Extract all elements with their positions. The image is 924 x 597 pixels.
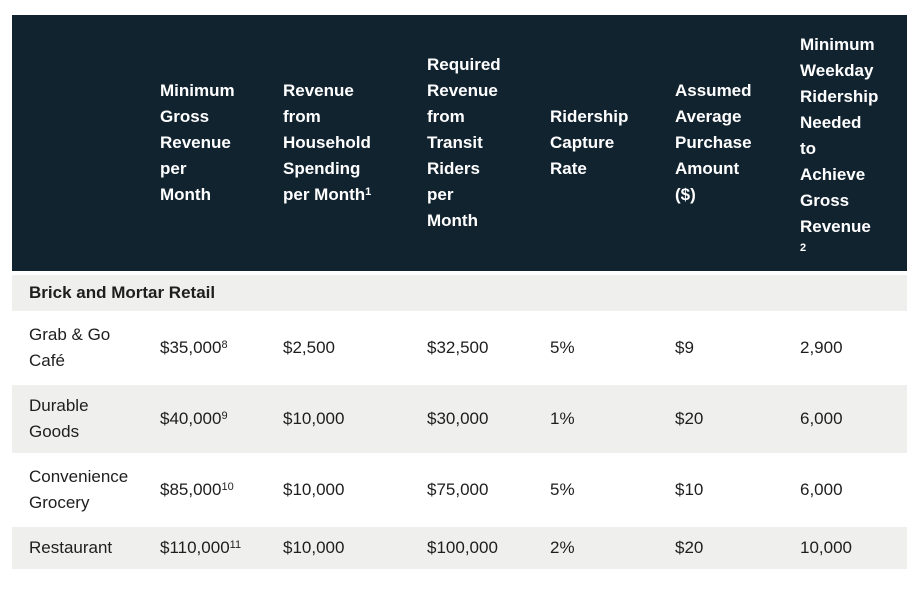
cell-value: $85,000 [160, 480, 222, 499]
cell-household-revenue: $10,000 [266, 453, 410, 526]
cell-capture-rate: 5% [533, 453, 658, 526]
footnote-marker: 1 [365, 186, 372, 199]
table-row-convenience-grocery: Convenience Grocery $85,00010 $10,000 $7… [12, 453, 907, 526]
cell-weekday-ridership: 2,900 [783, 311, 907, 384]
column-header-label: Minimum Weekday Ridership Needed to Achi… [800, 34, 879, 236]
cell-weekday-ridership: 6,000 [783, 382, 907, 455]
ridership-revenue-table-container: Minimum Gross Revenue per Month Revenue … [12, 15, 924, 569]
row-label: Grab & Go Café [12, 311, 143, 384]
row-label: Restaurant [12, 524, 143, 569]
table-row-durable-goods: Durable Goods $40,0009 $10,000 $30,000 1… [12, 382, 907, 455]
cell-transit-revenue: $100,000 [410, 524, 533, 569]
cell-capture-rate: 2% [533, 524, 658, 569]
cell-transit-revenue: $30,000 [410, 382, 533, 455]
section-row-brick-and-mortar: Brick and Mortar Retail [12, 271, 907, 313]
column-header-min-weekday-ridership: Minimum Weekday Ridership Needed to Achi… [783, 15, 907, 273]
cell-household-revenue: $2,500 [266, 311, 410, 384]
footnote-marker: 11 [229, 539, 242, 552]
cell-min-gross: $110,00011 [143, 524, 266, 569]
cell-weekday-ridership: 6,000 [783, 453, 907, 526]
column-header-label: Minimum Gross Revenue per Month [160, 81, 235, 204]
column-header-min-gross-revenue: Minimum Gross Revenue per Month [143, 15, 266, 273]
footnote-marker: 2 [800, 241, 807, 254]
row-label: Convenience Grocery [12, 453, 143, 526]
cell-purchase-amount: $20 [658, 524, 783, 569]
row-label: Durable Goods [12, 382, 143, 455]
cell-transit-revenue: $32,500 [410, 311, 533, 384]
cell-transit-revenue: $75,000 [410, 453, 533, 526]
cell-value: $110,000 [160, 538, 230, 557]
column-header-capture-rate: Ridership Capture Rate [533, 15, 658, 273]
column-header-label: Ridership Capture Rate [550, 107, 629, 178]
cell-household-revenue: $10,000 [266, 382, 410, 455]
cell-purchase-amount: $20 [658, 382, 783, 455]
footnote-marker: 8 [221, 339, 228, 352]
table-header-row: Minimum Gross Revenue per Month Revenue … [12, 15, 907, 273]
footnote-marker: 9 [221, 410, 228, 423]
cell-min-gross: $85,00010 [143, 453, 266, 526]
cell-purchase-amount: $9 [658, 311, 783, 384]
cell-purchase-amount: $10 [658, 453, 783, 526]
cell-weekday-ridership: 10,000 [783, 524, 907, 569]
cell-value: $35,000 [160, 338, 222, 357]
column-header-purchase-amount: Assumed Average Purchase Amount ($) [658, 15, 783, 273]
column-header-transit-revenue: Required Revenue from Transit Riders per… [410, 15, 533, 273]
cell-household-revenue: $10,000 [266, 524, 410, 569]
footnote-marker: 10 [221, 481, 234, 494]
cell-capture-rate: 1% [533, 382, 658, 455]
cell-min-gross: $35,0008 [143, 311, 266, 384]
column-header-label: Assumed Average Purchase Amount ($) [675, 81, 752, 204]
column-header-household-revenue: Revenue from Household Spending per Mont… [266, 15, 410, 273]
section-header: Brick and Mortar Retail [12, 271, 907, 313]
column-header-blank [12, 15, 143, 273]
table-row-grab-go-cafe: Grab & Go Café $35,0008 $2,500 $32,500 5… [12, 311, 907, 384]
table-row-restaurant: Restaurant $110,00011 $10,000 $100,000 2… [12, 524, 907, 569]
ridership-revenue-table: Minimum Gross Revenue per Month Revenue … [12, 15, 907, 569]
column-header-label: Required Revenue from Transit Riders per… [427, 55, 501, 230]
cell-capture-rate: 5% [533, 311, 658, 384]
column-header-label: Revenue from Household Spending per Mont… [283, 81, 371, 204]
cell-value: $40,000 [160, 409, 222, 428]
cell-min-gross: $40,0009 [143, 382, 266, 455]
